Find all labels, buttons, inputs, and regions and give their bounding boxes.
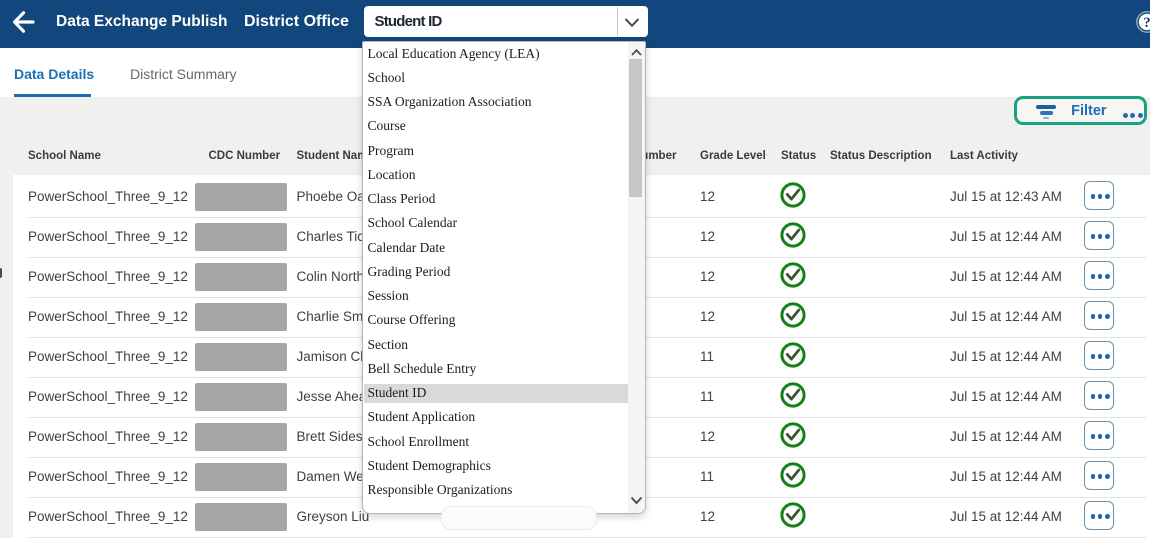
svg-text:?: ?	[1143, 15, 1150, 31]
